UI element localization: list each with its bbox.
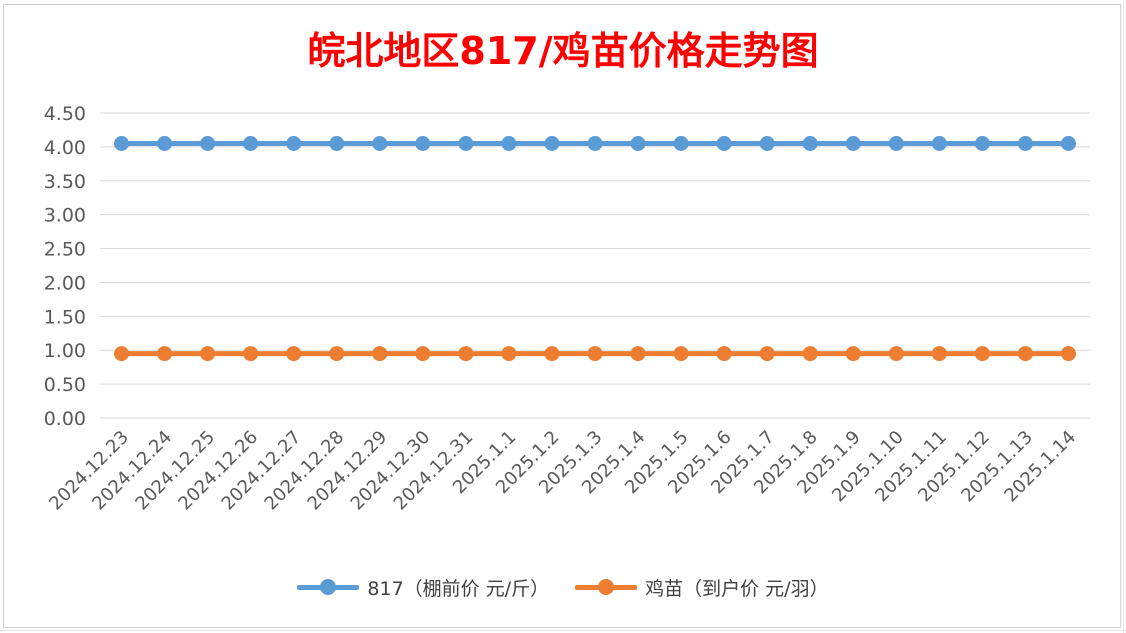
series-0-point [157,136,173,151]
series-0-point [759,136,775,151]
legend-item-817: 817（棚前价 元/斤） [297,574,549,601]
series-1-point [544,346,560,362]
legend-swatch-chick [575,579,638,595]
y-tick-label: 3.50 [44,171,86,193]
series-1-point [759,346,775,362]
y-tick-label: 0.00 [44,408,86,430]
y-tick-label: 1.00 [44,340,86,362]
series-0-point [501,136,517,151]
legend-label-817: 817（棚前价 元/斤） [367,577,550,600]
series-0-point [888,136,904,151]
series-1-point [1017,346,1033,362]
series-0-point [458,136,474,151]
y-tick-label: 0.50 [44,374,86,396]
series-1-point [802,346,818,362]
y-tick-label: 1.50 [44,306,86,328]
series-1-point [458,346,474,362]
series-1-point [372,346,388,362]
series-1-point [1060,346,1076,362]
series-1-point [286,346,302,362]
series-0-point [802,136,818,151]
series-1-point [243,346,259,362]
series-1-point [845,346,861,362]
series-1-point [200,346,216,362]
legend-swatch-817 [297,579,360,595]
series-0-point [415,136,431,151]
series-1-point [931,346,947,362]
y-tick-label: 2.00 [44,272,86,294]
series-1-point [114,346,130,362]
series-0-point [286,136,302,151]
series-0-point [1060,136,1076,151]
series-0-point [587,136,603,151]
series-1-point [673,346,689,362]
series-0-point [544,136,560,151]
legend: 817（棚前价 元/斤） 鸡苗（到户价 元/羽） [0,572,1126,602]
series-0-point [1017,136,1033,151]
series-1-point [501,346,517,362]
series-0-point [243,136,259,151]
series-0-point [329,136,345,151]
series-0-point [114,136,130,151]
series-0-point [974,136,990,151]
legend-label-chick: 鸡苗（到户价 元/羽） [645,577,829,600]
series-0-point [845,136,861,151]
series-0-point [931,136,947,151]
series-0-point [716,136,732,151]
series-1-point [974,346,990,362]
series-0-point [372,136,388,151]
y-tick-label: 3.00 [44,205,86,227]
y-tick-label: 4.00 [44,137,86,159]
legend-item-chick: 鸡苗（到户价 元/羽） [575,574,829,601]
series-1-point [716,346,732,362]
chart-title: 皖北地区817/鸡苗价格走势图 [307,29,819,73]
series-1-point [329,346,345,362]
series-0-point [630,136,646,151]
series-1-point [157,346,173,362]
series-1-point [888,346,904,362]
series-1-point [630,346,646,362]
series-0-point [673,136,689,151]
series-1-point [587,346,603,362]
y-tick-label: 2.50 [44,239,86,261]
y-tick-label: 4.50 [44,103,86,125]
series-1-point [415,346,431,362]
series-0-point [200,136,216,151]
